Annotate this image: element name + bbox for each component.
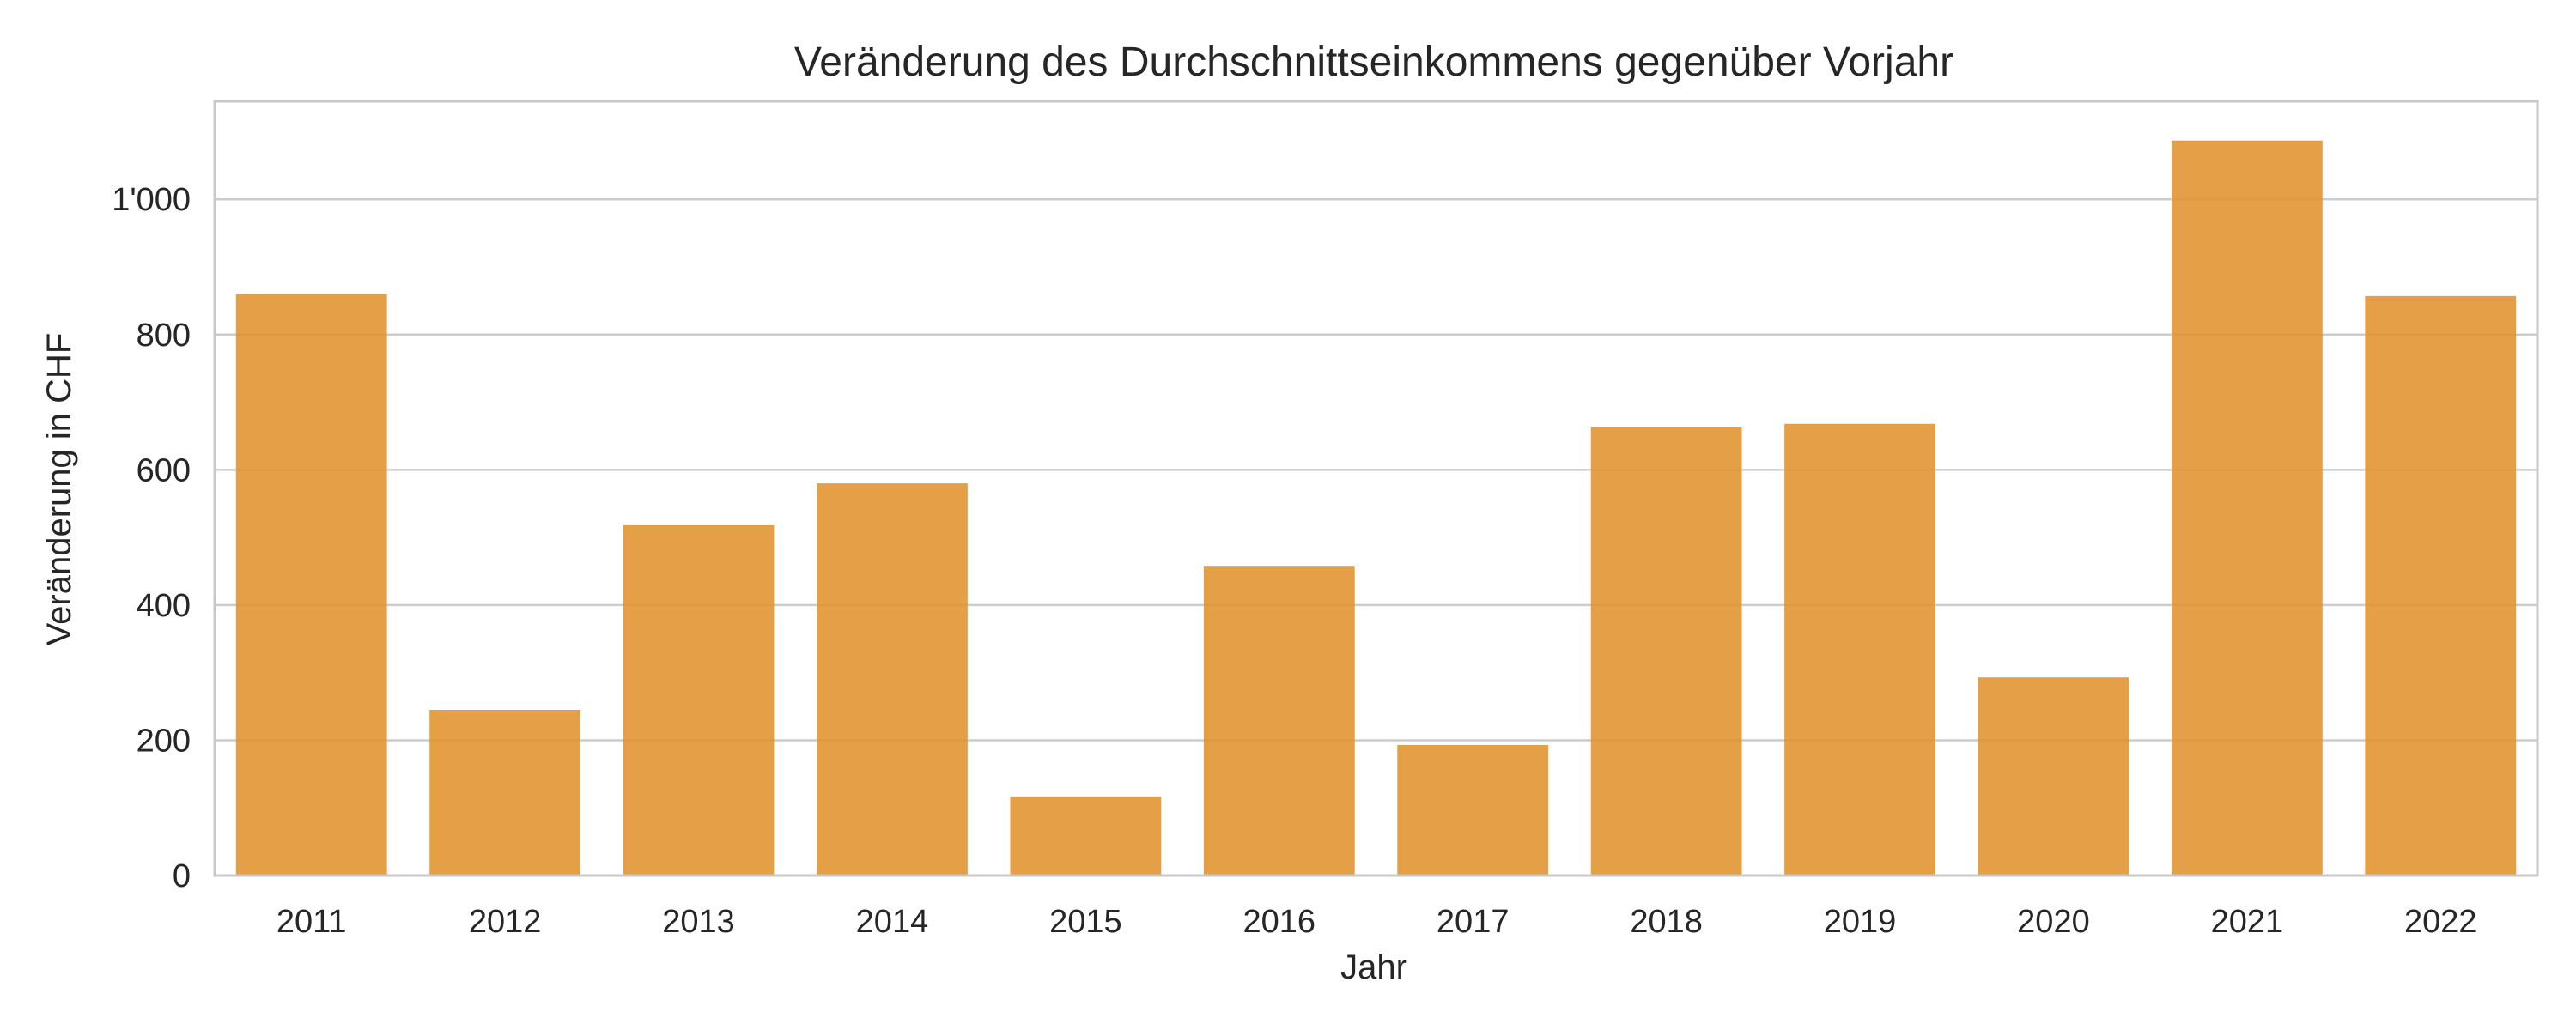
chart-title: Veränderung des Durchschnittseinkommens … xyxy=(794,39,1953,85)
x-axis-ticks: 2011 2012 2013 2014 2015 2016 2017 2018 2019 2020… xyxy=(276,904,2477,940)
bar xyxy=(1590,427,1742,876)
bar xyxy=(1784,423,1935,876)
x-tick-label: 2012 xyxy=(469,904,542,940)
y-axis-label: Veränderung in CHF xyxy=(40,333,78,646)
y-tick-label: 800 xyxy=(137,318,191,354)
y-tick-label: 600 xyxy=(137,452,191,488)
x-tick-label: 2019 xyxy=(1824,904,1897,940)
bar xyxy=(1978,677,2129,876)
x-tick-label: 2020 xyxy=(2017,904,2090,940)
bar xyxy=(1203,566,1355,876)
x-tick-label: 2021 xyxy=(2211,904,2284,940)
x-tick-label: 2016 xyxy=(1243,904,1316,940)
bars xyxy=(235,140,2517,876)
y-tick-label: 400 xyxy=(137,588,191,624)
y-axis-ticks: 0 200 400 600 800 1'000 xyxy=(112,182,191,894)
bar xyxy=(817,483,968,876)
bar xyxy=(1010,796,1162,876)
bar xyxy=(623,524,775,876)
bar xyxy=(2171,140,2323,876)
bar xyxy=(1397,744,1549,876)
bar xyxy=(235,294,387,876)
y-tick-label: 0 xyxy=(173,858,191,894)
y-tick-label: 200 xyxy=(137,723,191,759)
bar xyxy=(2365,295,2517,876)
x-tick-label: 2015 xyxy=(1049,904,1122,940)
x-tick-label: 2018 xyxy=(1630,904,1703,940)
x-tick-label: 2014 xyxy=(856,904,929,940)
x-tick-label: 2013 xyxy=(662,904,735,940)
x-axis-label: Jahr xyxy=(1340,948,1407,986)
x-tick-label: 2011 xyxy=(276,904,347,940)
plot-frame xyxy=(213,100,2539,877)
y-tick-label: 1'000 xyxy=(112,182,191,218)
plot-border xyxy=(213,100,2539,877)
gridlines xyxy=(215,197,2537,742)
x-tick-label: 2022 xyxy=(2404,904,2477,940)
bar xyxy=(429,709,581,876)
x-tick-label: 2017 xyxy=(1437,904,1510,940)
